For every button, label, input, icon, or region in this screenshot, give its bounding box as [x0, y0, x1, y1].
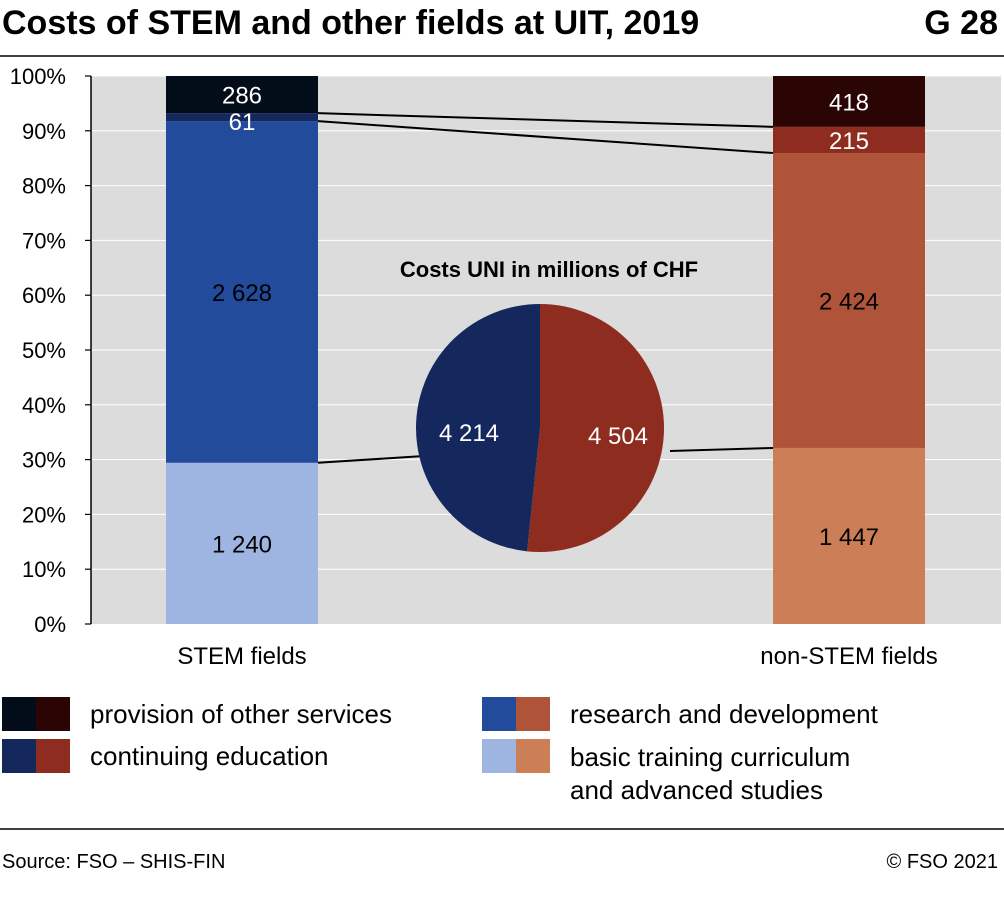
copyright-note: © FSO 2021 — [887, 851, 998, 873]
data-label: 418 — [829, 89, 869, 116]
category-label: STEM fields — [177, 643, 306, 670]
legend: provision of other services research and… — [2, 697, 879, 805]
y-tick-label: 20% — [22, 502, 66, 527]
y-tick-label: 30% — [22, 448, 66, 473]
legend-swatch — [2, 697, 36, 731]
bar-segment — [773, 126, 925, 154]
data-label: 215 — [829, 128, 869, 155]
connector-line — [317, 112, 774, 128]
source-note: Source: FSO – SHIS-FIN — [2, 851, 225, 873]
pie-slice — [527, 304, 665, 552]
y-tick-label: 60% — [22, 283, 66, 308]
connector-line — [317, 455, 425, 464]
pie-slice — [416, 304, 540, 552]
legend-swatch — [482, 739, 516, 773]
legend-item-continuing-education: continuing education — [2, 739, 329, 773]
bar-segment — [166, 76, 318, 114]
bar-segment — [773, 76, 925, 127]
bar-segment — [166, 462, 318, 624]
legend-item-research: research and development — [482, 697, 879, 731]
category-label: non-STEM fields — [760, 643, 937, 670]
chart-code: G 28 — [924, 4, 998, 42]
y-tick-label: 90% — [22, 119, 66, 144]
bar-segment — [166, 121, 318, 463]
data-label: 2 628 — [212, 280, 272, 307]
pie-label: 4 214 — [439, 420, 499, 447]
legend-swatch — [482, 697, 516, 731]
legend-swatch — [36, 739, 70, 773]
pie-title: Costs UNI in millions of CHF — [400, 257, 698, 282]
data-label: 1 447 — [819, 524, 879, 551]
pie-label: 4 504 — [588, 423, 648, 450]
pie-chart: Costs UNI in millions of CHF 4 504 4 214 — [400, 257, 698, 552]
data-label: 1 240 — [212, 531, 272, 558]
legend-swatch — [516, 739, 550, 773]
data-label: 286 — [222, 83, 262, 110]
legend-swatch — [2, 739, 36, 773]
legend-item-other-services: provision of other services — [2, 697, 392, 731]
legend-label: research and development — [570, 699, 879, 729]
connector-line — [669, 446, 774, 452]
connector-line — [317, 120, 774, 155]
y-tick-label: 70% — [22, 228, 66, 253]
chart-title: Costs of STEM and other fields at UIT, 2… — [2, 4, 699, 42]
legend-swatch — [516, 697, 550, 731]
legend-label: continuing education — [90, 741, 329, 771]
bar-segment — [166, 113, 318, 122]
bar-segment — [773, 447, 925, 624]
legend-label: and advanced studies — [570, 775, 823, 805]
connector-lines — [317, 112, 774, 464]
legend-item-basic-training: basic training curriculum and advanced s… — [482, 739, 850, 805]
y-tick-label: 0% — [34, 612, 66, 637]
y-tick-label: 100% — [10, 64, 66, 89]
data-label: 61 — [229, 109, 256, 136]
legend-label: provision of other services — [90, 699, 392, 729]
category-labels: STEM fields non-STEM fields — [177, 643, 937, 670]
y-tick-label: 80% — [22, 174, 66, 199]
y-tick-label: 40% — [22, 393, 66, 418]
y-tick-label: 10% — [22, 557, 66, 582]
y-axis-ticks: 0% 10% 20% 30% 40% 50% 60% 70% 80% 90% 100% — [10, 64, 91, 637]
y-tick-label: 50% — [22, 338, 66, 363]
legend-label: basic training curriculum — [570, 742, 850, 772]
bar-segment — [773, 153, 925, 448]
legend-swatch — [36, 697, 70, 731]
data-label: 2 424 — [819, 288, 879, 315]
